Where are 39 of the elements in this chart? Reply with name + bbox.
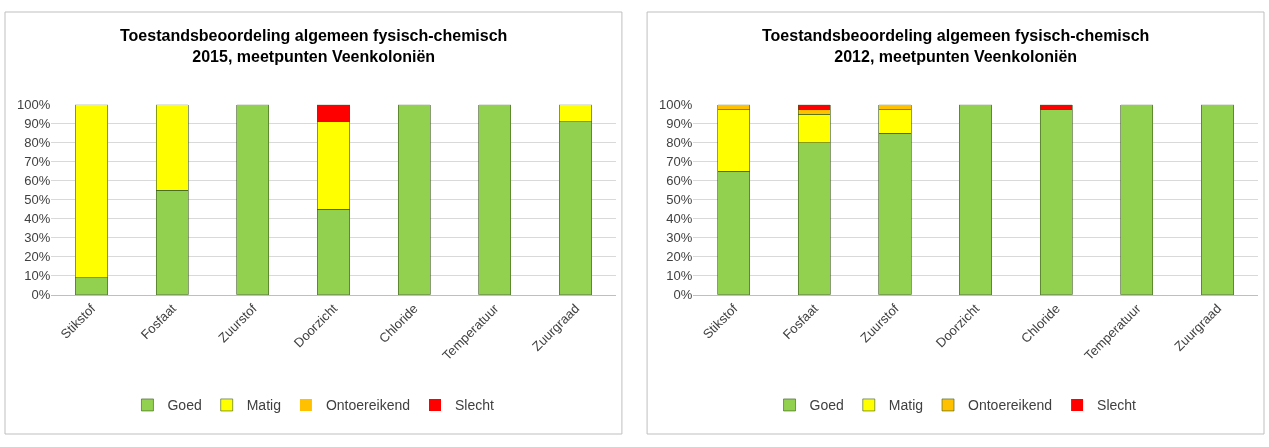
chart-title: Toestandsbeoordeling algemeen fysisch-chemisch 2012, meetpunten Veenkoloniën <box>762 27 1150 65</box>
legend-label: Goed <box>167 397 202 414</box>
y-tick-label: 80% <box>666 135 693 151</box>
y-tick-label: 60% <box>666 173 693 189</box>
y-tick-label: 30% <box>24 230 51 246</box>
y-tick-label: 0% <box>31 287 51 303</box>
y-tick-label: 70% <box>666 154 693 170</box>
bar <box>959 104 993 295</box>
y-tick-label: 40% <box>666 211 693 227</box>
y-tick-label: 90% <box>666 116 693 132</box>
y-tick-label: 30% <box>666 230 693 246</box>
legend-label: Goed <box>809 397 844 414</box>
bar <box>1120 104 1154 295</box>
bar <box>1201 104 1234 295</box>
bar <box>478 104 512 295</box>
legend-label: Ontoereikend <box>968 397 1053 414</box>
bar <box>1039 109 1073 295</box>
bar <box>397 104 431 295</box>
y-tick-label: 0% <box>673 287 693 303</box>
y-tick-label: 100% <box>659 97 693 113</box>
bar <box>236 104 270 295</box>
y-tick-label: 10% <box>666 268 693 284</box>
y-tick-label: 70% <box>24 154 51 170</box>
legend-label: Matig <box>246 397 281 414</box>
legend-label: Matig <box>888 397 924 414</box>
y-tick-label: 100% <box>17 97 51 113</box>
legend-label: Slecht <box>1097 397 1137 414</box>
y-tick-label: 20% <box>666 249 693 265</box>
chart-title: Toestandsbeoordeling algemeen fysisch-chemisch 2015, meetpunten Veenkoloniën <box>120 27 508 65</box>
legend-label: Ontoereikend <box>325 397 410 414</box>
y-tick-label: 10% <box>24 268 51 284</box>
y-tick-label: 80% <box>24 135 51 151</box>
y-tick-label: 50% <box>666 192 693 208</box>
legend-label: Slecht <box>455 397 495 414</box>
y-tick-label: 20% <box>24 249 51 265</box>
y-tick-label: 60% <box>24 173 51 189</box>
y-tick-label: 90% <box>24 116 51 132</box>
y-tick-label: 50% <box>24 192 51 208</box>
y-tick-label: 40% <box>24 211 51 227</box>
